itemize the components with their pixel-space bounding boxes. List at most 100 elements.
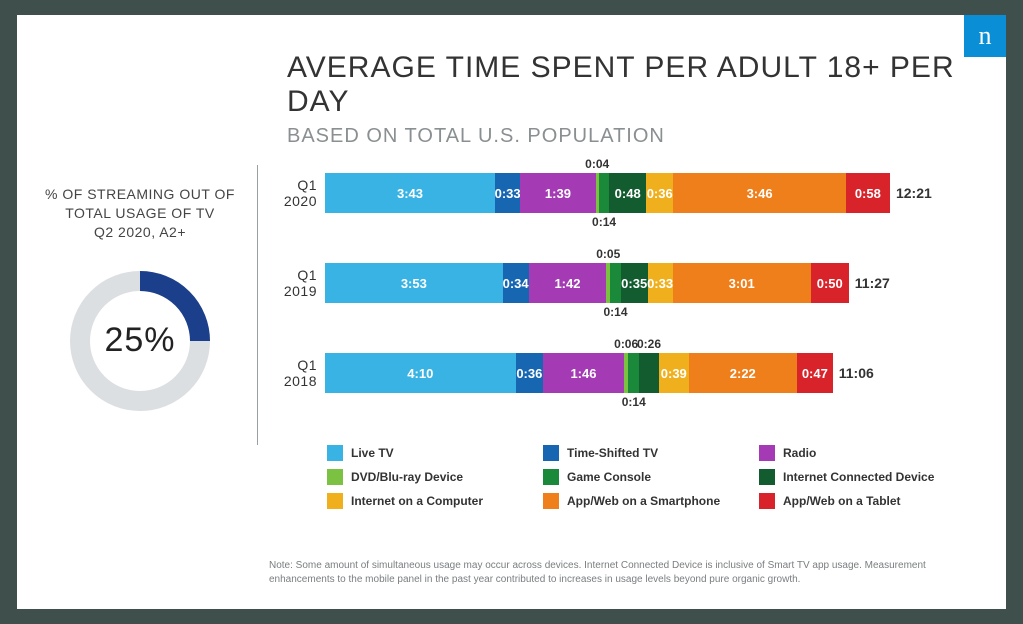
bar-segment-smartphone: 3:46: [673, 173, 845, 213]
bar-segment-radio: 1:42: [529, 263, 607, 303]
legend-label: App/Web on a Smartphone: [567, 494, 720, 508]
bar-segment-computer: 0:39: [659, 353, 689, 393]
segment-label: 2:22: [730, 366, 756, 381]
side-caption-line: TOTAL USAGE OF TV: [35, 204, 245, 223]
segment-label: 4:10: [407, 366, 433, 381]
segment-label: 0:58: [855, 186, 881, 201]
legend-item: Internet on a Computer: [327, 493, 535, 509]
bar-segment-computer: 0:36: [646, 173, 673, 213]
bar-segment-tablet: 0:50: [811, 263, 849, 303]
segment-label: 1:46: [570, 366, 596, 381]
side-panel: % OF STREAMING OUT OF TOTAL USAGE OF TV …: [35, 185, 245, 416]
bar-segment-icd: 0:35: [621, 263, 648, 303]
legend-swatch: [759, 445, 775, 461]
segment-label-external: 0:14: [603, 305, 627, 319]
stacked-bar-chart: Q1 20203:430:331:390:040:140:480:363:460…: [269, 165, 989, 435]
chart-row: Q1 20193:530:341:420:050:140:350:333:010…: [269, 255, 989, 311]
legend-label: Game Console: [567, 470, 651, 484]
donut-percent-label: 25%: [65, 266, 215, 416]
segment-label: 0:47: [802, 366, 828, 381]
bar-segment-icd: 0:48: [609, 173, 646, 213]
legend: Live TV Time-Shifted TV Radio DVD/Blu-ray D…: [327, 445, 967, 509]
side-caption-line: Q2 2020, A2+: [35, 223, 245, 242]
bar-segment-tablet: 0:47: [797, 353, 833, 393]
bar-segment-smartphone: 2:22: [689, 353, 797, 393]
segment-label: 0:36: [647, 186, 673, 201]
bar-segment-computer: 0:33: [648, 263, 673, 303]
legend-item: Radio: [759, 445, 967, 461]
bar-segment-console: 0:14: [610, 263, 621, 303]
legend-swatch: [543, 469, 559, 485]
segment-label: 0:34: [503, 276, 529, 291]
legend-item: Live TV: [327, 445, 535, 461]
side-caption-line: % OF STREAMING OUT OF: [35, 185, 245, 204]
bar-segment-live_tv: 3:43: [325, 173, 495, 213]
segment-label-external: 0:04: [585, 157, 609, 171]
segment-label: 0:36: [516, 366, 542, 381]
row-total: 12:21: [896, 185, 932, 201]
segment-label: 3:01: [729, 276, 755, 291]
segment-label: 0:33: [495, 186, 521, 201]
bar-segment-live_tv: 3:53: [325, 263, 503, 303]
legend-item: Time-Shifted TV: [543, 445, 751, 461]
bar-segment-timeshift: 0:34: [503, 263, 529, 303]
row-label: Q1 2018: [269, 357, 325, 389]
segment-label: 3:46: [747, 186, 773, 201]
chart-row: Q1 20184:100:361:460:060:140:260:392:220…: [269, 345, 989, 401]
row-label: Q1 2020: [269, 177, 325, 209]
side-caption: % OF STREAMING OUT OF TOTAL USAGE OF TV …: [35, 185, 245, 242]
segment-label: 0:39: [661, 366, 687, 381]
row-label: Q1 2019: [269, 267, 325, 299]
legend-item: Game Console: [543, 469, 751, 485]
legend-swatch: [543, 493, 559, 509]
bar-segment-timeshift: 0:36: [516, 353, 543, 393]
legend-label: App/Web on a Tablet: [783, 494, 901, 508]
bar-segment-console: 0:14: [628, 353, 639, 393]
segment-label: 3:43: [397, 186, 423, 201]
segment-label-external: 0:05: [596, 247, 620, 261]
legend-item: App/Web on a Tablet: [759, 493, 967, 509]
bar-segment-radio: 1:46: [543, 353, 624, 393]
stacked-bar: 3:430:331:390:040:140:480:363:460:5812:2…: [325, 173, 890, 213]
vertical-divider: [257, 165, 258, 445]
segment-label: 1:39: [545, 186, 571, 201]
row-total: 11:27: [855, 275, 890, 291]
legend-swatch: [327, 469, 343, 485]
brand-logo-glyph: n: [979, 21, 992, 51]
legend-label: Time-Shifted TV: [567, 446, 658, 460]
bar-segment-radio: 1:39: [520, 173, 595, 213]
legend-item: DVD/Blu-ray Device: [327, 469, 535, 485]
legend-label: Internet on a Computer: [351, 494, 483, 508]
segment-label-external: 0:06: [614, 337, 638, 351]
bar-segment-console: 0:14: [599, 173, 610, 213]
donut-chart: 25%: [65, 266, 215, 416]
legend-item: Internet Connected Device: [759, 469, 967, 485]
footnote: Note: Some amount of simultaneous usage …: [269, 559, 969, 587]
legend-swatch: [327, 445, 343, 461]
title-block: AVERAGE TIME SPENT PER ADULT 18+ PER DAY…: [287, 51, 1006, 148]
page-subtitle: BASED ON TOTAL U.S. POPULATION: [287, 125, 1006, 148]
segment-label-external: 0:14: [622, 395, 646, 409]
segment-label: 0:48: [615, 186, 641, 201]
segment-label: 0:33: [647, 276, 673, 291]
legend-item: App/Web on a Smartphone: [543, 493, 751, 509]
legend-swatch: [759, 493, 775, 509]
legend-swatch: [543, 445, 559, 461]
row-total: 11:06: [839, 365, 874, 381]
legend-label: Internet Connected Device: [783, 470, 934, 484]
segment-label-external: 0:26: [637, 337, 661, 351]
stacked-bar: 3:530:341:420:050:140:350:333:010:5011:2…: [325, 263, 849, 303]
infographic-card: n AVERAGE TIME SPENT PER ADULT 18+ PER D…: [17, 15, 1006, 609]
legend-swatch: [327, 493, 343, 509]
bar-segment-live_tv: 4:10: [325, 353, 516, 393]
segment-label: 3:53: [401, 276, 427, 291]
page-title: AVERAGE TIME SPENT PER ADULT 18+ PER DAY: [287, 51, 1006, 119]
chart-row: Q1 20203:430:331:390:040:140:480:363:460…: [269, 165, 989, 221]
stacked-bar: 4:100:361:460:060:140:260:392:220:4711:0…: [325, 353, 833, 393]
bar-segment-timeshift: 0:33: [495, 173, 520, 213]
legend-label: Live TV: [351, 446, 394, 460]
legend-swatch: [759, 469, 775, 485]
segment-label: 1:42: [554, 276, 580, 291]
bar-segment-icd: 0:26: [639, 353, 659, 393]
segment-label: 0:50: [817, 276, 843, 291]
